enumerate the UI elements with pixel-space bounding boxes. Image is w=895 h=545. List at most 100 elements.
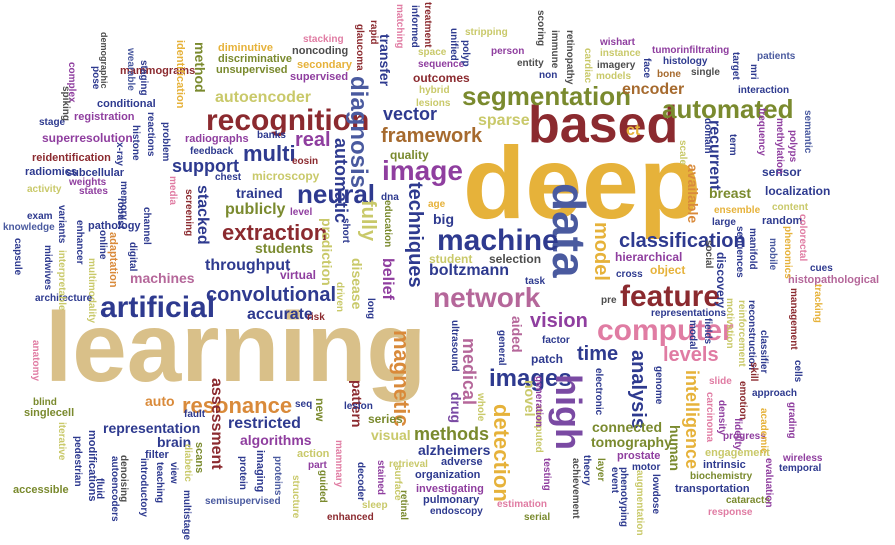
word-education: education	[382, 200, 393, 248]
word-stripping: stripping	[465, 27, 508, 38]
word-fluid: fluid	[94, 478, 105, 500]
word-academic: academic	[758, 408, 769, 454]
word-part: part	[308, 460, 327, 471]
word-random: random	[762, 215, 803, 227]
word-drug: drug	[448, 392, 464, 424]
word-digital: digital	[127, 242, 138, 272]
word-lesion: lesion	[344, 401, 373, 412]
word-model: model	[590, 222, 612, 281]
word-machines: machines	[130, 270, 195, 286]
word-tracking: tracking	[812, 284, 823, 323]
word-patients: patients	[757, 51, 796, 62]
word-ensemble: ensemble	[714, 205, 761, 216]
word-mammograms: mammograms	[120, 65, 196, 77]
word-genome: genome	[653, 366, 664, 405]
word-face: face	[641, 58, 652, 79]
word-subcellular: subcellular	[66, 167, 125, 179]
word-interaction: interaction	[738, 85, 790, 96]
word-methylation: methylation	[774, 118, 785, 175]
word-students: students	[255, 240, 314, 256]
word-achievement: achievement	[570, 458, 581, 519]
word-factor: factor	[542, 335, 570, 346]
word-convolutional: convolutional	[206, 284, 336, 306]
word-semisupervised: semisupervised	[205, 496, 281, 507]
word-general: general	[496, 330, 507, 366]
word-screening: screening	[183, 189, 194, 237]
word-feedback: feedback	[190, 146, 234, 157]
word-theory: theory	[581, 455, 592, 486]
word-visual: visual	[371, 427, 411, 443]
word-singlecell: singlecell	[24, 407, 75, 419]
word-wishart: wishart	[600, 37, 636, 48]
word-hierarchical: hierarchical	[615, 250, 683, 264]
word-quality: quality	[390, 148, 429, 162]
word-fidelity: fidelity	[732, 418, 743, 451]
word-unified: unified	[448, 28, 459, 61]
word-trained: trained	[236, 185, 283, 201]
word-estimation: estimation	[497, 499, 548, 510]
word-endoscopy: endoscopy	[430, 506, 483, 517]
word-artificial: artificial	[100, 291, 216, 324]
word-introductory: introductory	[138, 458, 149, 517]
word-real: real	[295, 129, 331, 151]
word-support: support	[172, 156, 239, 176]
word-stage: stage	[39, 117, 66, 128]
word-temporal: temporal	[779, 463, 822, 474]
word-vector: vector	[383, 104, 438, 124]
word-robust: robust	[115, 198, 126, 230]
word-modal: modal	[687, 320, 698, 350]
word-response: response	[708, 507, 753, 518]
word-student: student	[429, 252, 473, 266]
word-multistage: multistage	[181, 490, 192, 541]
word-intrinsic: intrinsic	[703, 459, 746, 471]
word-identification: identification	[174, 40, 186, 109]
word-assessment: assessment	[208, 378, 225, 470]
word-detection: detection	[489, 404, 514, 502]
word-view: view	[168, 462, 179, 484]
word-cross: cross	[616, 269, 643, 280]
word-analysis: analysis	[627, 350, 649, 429]
word-publicly: publicly	[225, 201, 286, 218]
word-decoder: decoder	[355, 462, 366, 501]
word-series: series	[368, 412, 403, 426]
word-online: online	[97, 230, 108, 260]
word-generation: generation	[533, 376, 544, 428]
word-investigating: investigating	[416, 483, 484, 495]
word-patch: patch	[531, 352, 564, 366]
word-prostate: prostate	[617, 450, 661, 462]
word-fields: fields	[702, 318, 713, 345]
word-breast: breast	[709, 185, 752, 201]
word-superresolution: superresolution	[42, 131, 133, 145]
word-manifold: manifold	[747, 228, 758, 270]
word-fault: fault	[184, 409, 206, 420]
word-radiographs: radiographs	[185, 133, 249, 145]
word-resonance: resonance	[182, 393, 293, 418]
word-content: content	[772, 202, 809, 213]
word-object: object	[650, 263, 686, 277]
word-enhancer: enhancer	[74, 220, 85, 265]
word-unsupervised: unsupervised	[216, 64, 288, 76]
word-electronic: electronic	[593, 368, 604, 416]
word-stained: stained	[375, 460, 386, 496]
word-motor: motor	[632, 462, 661, 473]
word-carcinoma: carcinoma	[704, 392, 715, 443]
word-tumorinfiltrating: tumorinfiltrating	[652, 45, 730, 56]
word-testing: testing	[541, 458, 552, 491]
word-stacked: stacked	[194, 185, 211, 245]
word-scans: scans	[193, 442, 205, 474]
word-anatomy: anatomy	[30, 340, 41, 382]
word-engagement: engagement	[705, 447, 770, 459]
word-glaucoma: glaucoma	[354, 24, 365, 71]
word-x-ray: x-ray	[114, 142, 125, 166]
word-proteins: proteins	[272, 456, 283, 496]
word-representations: representations	[651, 308, 727, 319]
word-cataracts: cataracts	[726, 495, 770, 506]
word-approach: approach	[752, 388, 798, 399]
word-new: new	[313, 398, 327, 422]
word-accurate: accurate	[247, 306, 313, 323]
word-big: big	[433, 211, 454, 227]
word-lowdose: lowdose	[650, 474, 661, 515]
word-wireless: wireless	[783, 453, 823, 464]
word-algorithms: algorithms	[240, 432, 312, 448]
word-treatment: treatment	[422, 2, 433, 48]
